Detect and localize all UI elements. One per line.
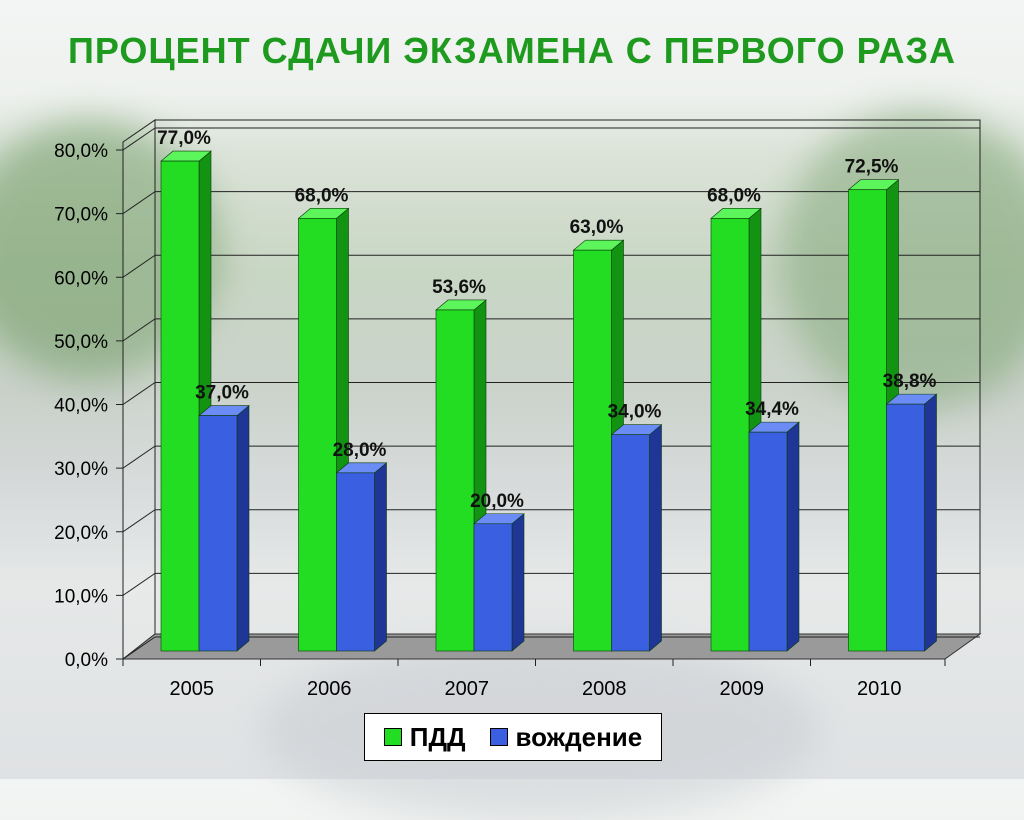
x-tick-label-4: 2009: [720, 678, 765, 700]
y-tick-label-7: 70,0%: [54, 205, 108, 226]
gridline-side-6: [122, 254, 156, 278]
data-label-pdd-2006: 68,0%: [295, 185, 349, 206]
data-labels: 77,0% 37,0% 68,0% 28,0% 53,6% 20,0% 63,0% 34,0%…: [157, 128, 936, 512]
bar-side-1-3: [649, 424, 662, 652]
gridline-side-2: [122, 509, 156, 533]
x-tick-label-0: 2005: [170, 678, 215, 700]
y-axis-ticks: 0,0% 10,0% 20,0% 30,0% 40,0% 50,0% 60,0% 70,0% 8…: [54, 141, 123, 671]
legend-swatch-driving: [489, 728, 508, 746]
y-tick-label-5: 50,0%: [54, 332, 108, 353]
bar-driving-2005: [198, 415, 238, 652]
data-label-driving-2008: 34,0%: [608, 402, 662, 423]
bar-pdd-2008: [573, 249, 612, 652]
x-axis-ticks: 2005 2006 2007 2008 2009 2010: [122, 659, 946, 700]
legend-swatch-pdd: [383, 728, 402, 746]
x-tick-label-1: 2006: [307, 678, 352, 700]
data-label-driving-2007: 20,0%: [470, 491, 524, 512]
gridline-side-7: [122, 191, 156, 215]
data-label-driving-2006: 28,0%: [333, 440, 387, 461]
gridline-side-3: [122, 445, 156, 469]
data-label-pdd-2007: 53,6%: [432, 277, 486, 298]
legend-label-driving: вождение: [515, 721, 643, 752]
legend: ПДД вождение: [364, 713, 662, 761]
y-tick-label-6: 60,0%: [54, 268, 108, 289]
data-label-pdd-2008: 63,0%: [570, 217, 624, 238]
chart-side-wall: [122, 119, 156, 661]
y-tick-label-0: 0,0%: [65, 650, 108, 671]
legend-label-pdd: ПДД: [409, 721, 466, 752]
bar-chart: 0,0% 10,0% 20,0% 30,0% 40,0% 50,0% 60,0% 70,0% 8…: [54, 119, 982, 700]
gridline-side-5: [122, 318, 156, 342]
gridline-side-0: [122, 636, 156, 660]
gridline-side-8: [122, 127, 156, 151]
bar-side-1-5: [924, 393, 937, 652]
bar-driving-2007: [473, 523, 513, 652]
bar-side-1-1: [374, 462, 387, 652]
data-label-driving-2005: 37,0%: [195, 383, 249, 404]
bar-driving-2006: [336, 472, 375, 652]
bar-driving-2010: [886, 403, 925, 652]
legend-item-pdd: ПДД: [383, 721, 466, 753]
gridline-side-1: [122, 572, 156, 596]
bar-driving-2009: [748, 431, 788, 652]
bar-pdd-2009: [710, 218, 750, 652]
bar-side-1-4: [786, 421, 800, 652]
bars: [160, 150, 938, 652]
bar-side-1-0: [236, 404, 250, 652]
data-label-pdd-2010: 72,5%: [845, 157, 899, 178]
bar-driving-2008: [611, 434, 650, 652]
x-tick-label-5: 2010: [857, 678, 902, 700]
y-tick-label-3: 30,0%: [54, 459, 108, 480]
bar-pdd-2005: [160, 160, 200, 652]
y-tick-label-8: 80,0%: [54, 141, 108, 162]
data-label-driving-2009: 34,4%: [745, 399, 799, 420]
bar-side-1-2: [511, 513, 525, 652]
gridline-side-4: [122, 382, 156, 405]
bar-pdd-2010: [848, 189, 887, 652]
data-label-driving-2010: 38,8%: [883, 371, 937, 392]
chart-title: ПРОЦЕНТ СДАЧИ ЭКЗАМЕНА С ПЕРВОГО РАЗА: [67, 30, 957, 71]
gridlines: [122, 127, 980, 660]
x-tick-label-3: 2008: [582, 678, 627, 700]
y-tick-label-1: 10,0%: [54, 586, 108, 607]
legend-item-driving: вождение: [489, 721, 643, 753]
bar-pdd-2007: [435, 309, 475, 652]
y-tick-label-2: 20,0%: [54, 523, 108, 544]
background-tree-right: [780, 110, 1024, 410]
bar-pdd-2006: [298, 218, 337, 652]
data-label-pdd-2009: 68,0%: [707, 185, 761, 206]
x-tick-label-2: 2007: [445, 678, 490, 700]
data-label-pdd-2005: 77,0%: [157, 128, 211, 149]
y-tick-label-4: 40,0%: [54, 396, 108, 417]
